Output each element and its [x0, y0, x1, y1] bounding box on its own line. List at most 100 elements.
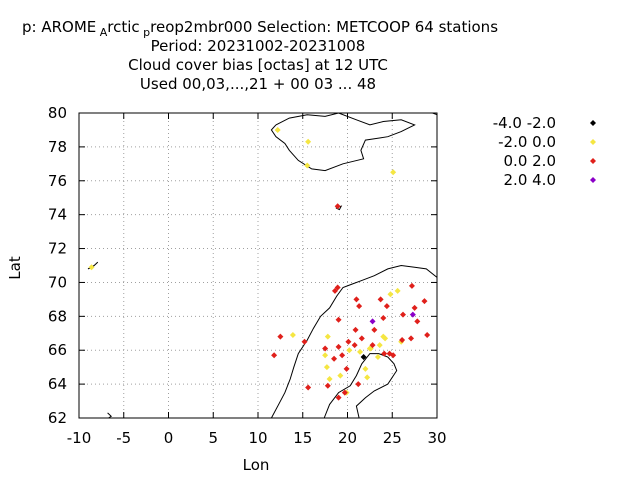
data-point-series-2	[351, 342, 358, 349]
data-point-series-2	[277, 333, 284, 340]
data-point-series-2	[353, 296, 360, 303]
data-point-series-2	[341, 389, 348, 396]
data-point-series-2	[369, 342, 376, 349]
data-point-series-2	[343, 365, 350, 372]
data-point-series-2	[414, 318, 421, 325]
legend-label: 0.0 2.0	[504, 152, 556, 170]
y-tick-label: 74	[48, 206, 67, 224]
data-point-series-2	[356, 303, 363, 310]
data-point-series-2	[380, 315, 387, 322]
data-point-series-1	[289, 331, 296, 338]
data-point-series-2	[424, 331, 431, 338]
x-tick-label: 0	[164, 429, 174, 447]
x-tick-label: 5	[208, 429, 218, 447]
y-tick-label: 78	[48, 138, 67, 156]
plot-frame	[78, 112, 438, 419]
data-point-series-1	[387, 291, 394, 298]
data-point-series-3	[369, 318, 376, 325]
data-point-series-1	[394, 287, 401, 294]
x-tick-label: 20	[338, 429, 357, 447]
data-point-series-1	[374, 354, 381, 360]
coastline-segment	[270, 112, 416, 172]
data-point-series-1	[362, 365, 369, 372]
y-tick-label: 66	[48, 341, 67, 359]
y-tick-label: 68	[48, 307, 67, 325]
data-point-series-1	[390, 169, 397, 176]
data-point-series-1	[323, 364, 330, 371]
legend: -4.0 -2.0-2.0 0.00.0 2.02.0 4.0	[493, 114, 596, 189]
legend-label: -2.0 0.0	[498, 133, 556, 151]
data-point-series-2	[399, 311, 406, 318]
data-point-series-3	[409, 311, 416, 318]
data-point-series-2	[390, 352, 397, 359]
data-point-series-1	[322, 352, 329, 359]
data-point-series-2	[324, 382, 331, 389]
data-point-series-2	[335, 316, 342, 323]
data-point-series-2	[271, 352, 278, 359]
x-tick-label: -10	[67, 429, 92, 447]
data-point-series-2	[331, 287, 338, 294]
data-point-series-1	[326, 376, 333, 383]
data-point-series-2	[399, 337, 406, 344]
y-tick-label: 80	[48, 104, 67, 122]
chart-title-line-2: Period: 20231002-20231008	[151, 37, 366, 55]
data-point-series-2	[411, 304, 418, 311]
data-point-series-2	[335, 343, 342, 350]
data-point-series-2	[408, 335, 415, 342]
data-point-series-2	[408, 282, 415, 289]
data-point-series-1	[274, 126, 281, 133]
coastline	[87, 112, 438, 419]
legend-marker	[590, 120, 596, 126]
chart-title-line-3: Cloud cover bias [octas] at 12 UTC	[128, 56, 388, 74]
y-tick-label: 70	[48, 273, 67, 291]
x-tick-label: -5	[116, 429, 131, 447]
data-point-series-2	[334, 203, 341, 210]
legend-label: -4.0 -2.0	[493, 114, 556, 132]
x-tick-label: 10	[248, 429, 267, 447]
coastline-segment	[107, 412, 113, 419]
axis-ticks: -10 -5 0 5 10 15 20 25 30 62 64 66 68 70 72 74 76 78 80	[48, 104, 447, 447]
x-axis-label: Lon	[243, 456, 270, 474]
legend-marker	[590, 177, 596, 183]
data-point-series-2	[352, 326, 359, 333]
data-point-series-1	[337, 372, 344, 379]
chart-title-line-4: Used 00,03,...,21 + 00 03 ... 48	[140, 75, 376, 93]
legend-marker	[590, 158, 596, 164]
data-point-series-1	[380, 333, 387, 340]
data-point-series-2	[421, 298, 428, 305]
y-axis-label: Lat	[6, 256, 24, 280]
y-tick-label: 72	[48, 240, 67, 258]
data-point-series-2	[371, 326, 378, 333]
y-tick-label: 62	[48, 409, 67, 427]
data-point-series-2	[331, 355, 338, 362]
data-point-series-1	[304, 162, 311, 169]
y-tick-label: 76	[48, 172, 67, 190]
data-point-series-0	[360, 354, 367, 360]
data-point-series-2	[339, 352, 346, 359]
data-point-series-2	[355, 381, 362, 388]
legend-marker	[590, 139, 596, 145]
coastline-segment	[323, 353, 398, 419]
data-point-series-2	[345, 338, 352, 345]
data-points	[88, 126, 431, 401]
data-point-series-2	[322, 345, 329, 352]
data-point-series-1	[346, 347, 353, 354]
x-tick-label: 15	[293, 429, 312, 447]
x-tick-label: 25	[383, 429, 402, 447]
data-point-series-2	[381, 350, 388, 357]
data-point-series-2	[383, 303, 390, 310]
data-point-series-2	[358, 335, 365, 342]
data-point-series-1	[364, 374, 371, 381]
data-point-series-2	[334, 284, 341, 291]
data-point-series-2	[377, 296, 384, 303]
chart-title-line-1: p: AROME Arctic preop2mbr000 Selection: …	[22, 18, 498, 39]
data-point-series-1	[305, 138, 312, 145]
data-point-series-2	[301, 338, 308, 345]
x-tick-label: 30	[427, 429, 446, 447]
y-tick-label: 64	[48, 375, 67, 393]
data-point-series-2	[305, 384, 312, 391]
data-point-series-1	[88, 264, 95, 271]
data-point-series-2	[335, 394, 342, 401]
legend-label: 2.0 4.0	[504, 171, 556, 189]
